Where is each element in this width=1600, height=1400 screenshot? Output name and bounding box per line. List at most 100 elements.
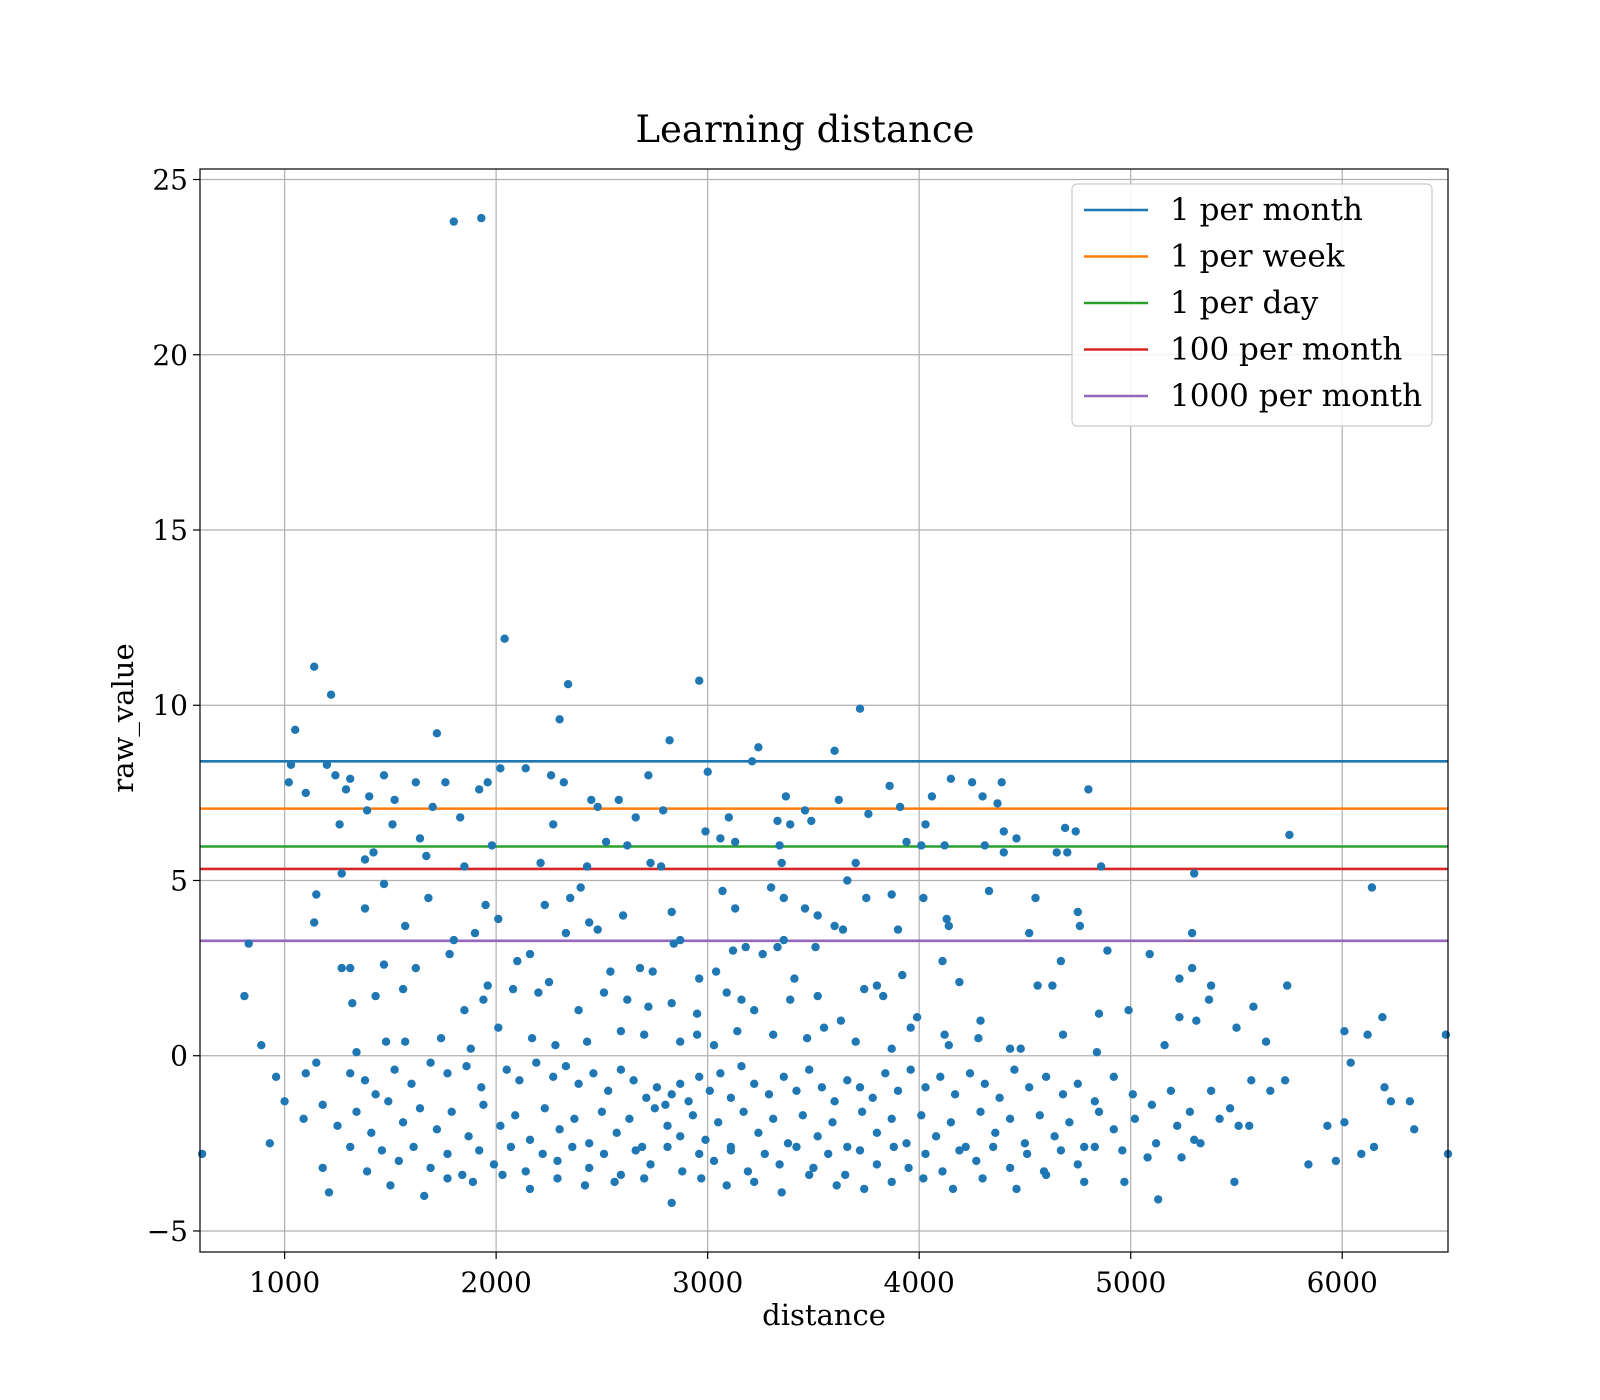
data-point bbox=[1090, 1097, 1100, 1106]
data-point bbox=[813, 991, 822, 1001]
data-point bbox=[553, 1156, 562, 1166]
data-point bbox=[445, 949, 454, 959]
data-point bbox=[544, 977, 554, 987]
data-point bbox=[864, 809, 873, 819]
data-point bbox=[775, 841, 784, 850]
data-point bbox=[566, 893, 575, 903]
data-point bbox=[483, 778, 492, 787]
data-point bbox=[976, 1016, 985, 1025]
data-point bbox=[1369, 1142, 1379, 1152]
data-point bbox=[940, 1030, 949, 1039]
data-point bbox=[644, 1002, 653, 1011]
data-point bbox=[705, 1086, 714, 1096]
data-point bbox=[731, 837, 740, 847]
data-point bbox=[919, 1174, 928, 1183]
data-point bbox=[750, 1006, 759, 1015]
data-point bbox=[458, 1170, 467, 1180]
data-point bbox=[980, 841, 989, 850]
data-point bbox=[341, 785, 351, 794]
data-point bbox=[326, 690, 336, 699]
data-point bbox=[580, 1181, 590, 1190]
data-point bbox=[893, 1086, 903, 1096]
data-point bbox=[466, 1044, 475, 1053]
data-point bbox=[1050, 1132, 1059, 1141]
data-point bbox=[398, 984, 408, 994]
data-point bbox=[1065, 1118, 1074, 1127]
data-point bbox=[1020, 1139, 1030, 1148]
data-point bbox=[838, 925, 848, 934]
data-point bbox=[1035, 1111, 1045, 1120]
data-point bbox=[1285, 830, 1294, 840]
data-point bbox=[443, 1149, 452, 1159]
data-point bbox=[280, 1097, 289, 1106]
data-point bbox=[555, 715, 564, 724]
data-point bbox=[561, 1062, 571, 1071]
data-point bbox=[538, 1149, 547, 1159]
data-point bbox=[346, 1142, 355, 1152]
data-point bbox=[830, 1097, 839, 1106]
data-point bbox=[623, 995, 632, 1004]
data-point bbox=[606, 967, 615, 976]
data-point bbox=[489, 1160, 499, 1169]
data-point bbox=[931, 1132, 941, 1141]
data-point bbox=[411, 963, 420, 973]
data-point bbox=[549, 820, 558, 829]
data-point bbox=[271, 1072, 281, 1082]
data-point bbox=[743, 1167, 753, 1176]
data-point bbox=[940, 841, 949, 850]
data-point bbox=[917, 1111, 926, 1120]
data-point bbox=[371, 991, 380, 1001]
data-point bbox=[724, 813, 733, 822]
data-point bbox=[1283, 981, 1292, 990]
data-point bbox=[936, 1072, 945, 1082]
y-tick-label: 0 bbox=[170, 1040, 188, 1073]
data-point bbox=[946, 774, 956, 783]
data-point bbox=[1175, 1013, 1184, 1022]
data-point bbox=[879, 991, 888, 1001]
data-point bbox=[576, 883, 585, 892]
y-tick-label: 15 bbox=[152, 514, 188, 547]
data-point bbox=[1154, 1195, 1163, 1204]
data-point bbox=[898, 970, 907, 980]
data-point bbox=[426, 1163, 435, 1173]
data-point bbox=[830, 746, 839, 755]
data-point bbox=[921, 1149, 930, 1159]
data-point bbox=[769, 1030, 778, 1039]
data-point bbox=[961, 1142, 970, 1152]
data-point bbox=[318, 1163, 327, 1173]
data-point bbox=[809, 1163, 818, 1173]
data-point bbox=[612, 1128, 621, 1138]
data-point bbox=[1109, 1072, 1119, 1082]
data-point bbox=[570, 1114, 579, 1124]
data-point bbox=[324, 1188, 334, 1197]
data-point bbox=[1094, 1107, 1104, 1117]
data-point bbox=[428, 802, 437, 812]
data-point bbox=[1261, 1037, 1271, 1046]
data-point bbox=[709, 1041, 719, 1050]
data-point bbox=[1247, 1076, 1256, 1085]
data-point bbox=[390, 795, 399, 805]
data-point bbox=[291, 725, 300, 734]
data-point bbox=[508, 984, 518, 994]
data-point bbox=[872, 1160, 882, 1169]
data-point bbox=[697, 1174, 706, 1183]
x-axis-label: distance bbox=[762, 1298, 886, 1332]
data-point bbox=[301, 788, 310, 798]
data-point bbox=[881, 1069, 890, 1078]
data-point bbox=[587, 795, 596, 805]
data-point bbox=[384, 1097, 393, 1106]
data-point bbox=[805, 1170, 814, 1180]
data-point bbox=[312, 1058, 321, 1067]
data-point bbox=[895, 802, 905, 812]
legend-label: 1 per day bbox=[1170, 285, 1319, 321]
data-point bbox=[331, 771, 340, 780]
data-point bbox=[902, 837, 911, 847]
data-point bbox=[811, 942, 820, 952]
data-point bbox=[197, 1149, 207, 1159]
data-point bbox=[1190, 869, 1199, 878]
data-point bbox=[855, 1083, 865, 1092]
data-point bbox=[974, 1034, 983, 1043]
data-point bbox=[1173, 1121, 1182, 1131]
